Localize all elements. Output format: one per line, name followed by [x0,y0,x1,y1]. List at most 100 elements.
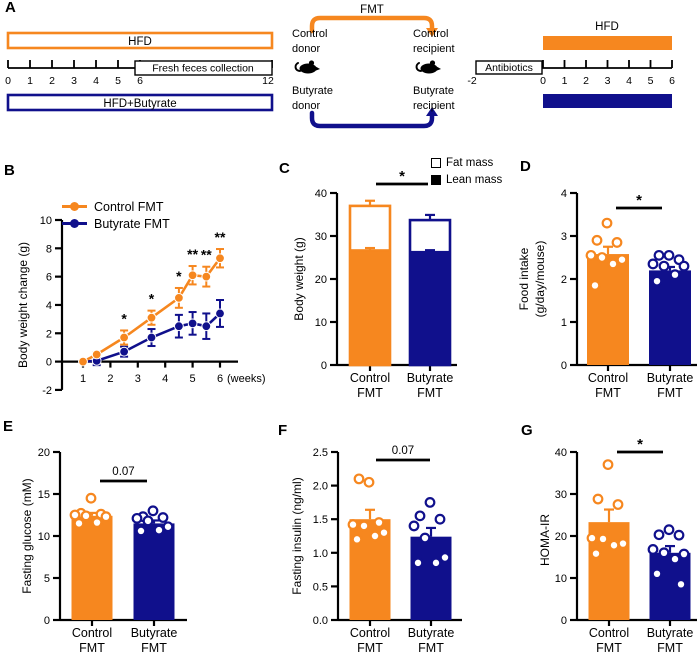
panel-label-e: E [3,418,14,435]
timeline-tick-label: 4 [93,75,99,87]
x-tick-label: 3 [135,373,141,385]
fmt-arrow-butyrate [309,110,435,129]
data-point [439,552,451,563]
data-point [651,568,663,580]
data-point [215,308,225,319]
y-tick-label: 0 [44,615,50,627]
data-point [658,547,670,559]
significance-star: * [149,291,155,307]
data-point [601,217,613,229]
mean-bar [133,523,175,620]
hfd-box [6,31,274,50]
data-point [653,249,665,261]
data-point [678,260,690,272]
data-point [608,539,620,551]
significance-star: * [121,310,127,326]
data-point [91,349,102,360]
timeline-tick-label: 5 [115,75,121,87]
panel-label-a: A [5,0,16,16]
panel-label-g: G [521,422,533,439]
filled-square-icon [431,174,441,185]
y-tick-label: 1.5 [313,514,328,526]
data-point [589,280,601,291]
data-point [146,332,157,343]
legend-item-control-fmt: Control FMT [62,198,170,215]
y-tick-label: 4 [46,300,52,312]
timeline-tick-label: 1 [27,75,33,87]
category-label: FMT [657,386,683,400]
data-point [119,332,129,343]
data-point [378,527,390,539]
timeline-tick-label: 3 [605,75,611,87]
y-tick-label: 10 [40,215,52,227]
data-point [142,515,154,527]
data-point [347,519,359,530]
data-point [174,321,184,332]
data-point [586,532,598,544]
timeline-tick-label: 1 [562,75,568,87]
timeline-tick-label: -2 [467,75,476,87]
data-point [412,557,424,569]
panel-c-legend: Fat mass Lean mass [431,154,502,188]
fmt-arrowhead-butyrate [426,107,438,116]
data-point [673,529,685,541]
lean-mass-bar [349,249,391,366]
fmt-label: FMT [360,4,384,16]
mouse-ear [308,60,315,66]
timeline-tick-label: 0 [5,75,11,87]
significance-star: ** [187,246,198,262]
x-tick-label: 4 [162,373,168,385]
data-point [585,249,597,261]
fmt-arrow-control [309,15,435,34]
data-point [157,512,169,523]
data-point [612,499,624,510]
data-point [147,505,159,517]
category-label: Control [350,626,390,640]
data-point [353,473,365,485]
data-point [131,512,143,524]
data-point [647,544,659,555]
timeline-tick-label: 6 [137,75,143,87]
data-point [651,275,663,287]
data-point [596,252,608,263]
data-point [678,548,690,560]
data-point [591,234,603,246]
fmt-arrowhead-control [426,28,438,37]
feces-collection-label: Fresh feces collection [152,63,254,75]
legend-label: Butyrate FMT [94,216,170,231]
y-tick-label: 1 [561,317,567,329]
y-tick-label: 0 [321,360,327,372]
timeline-tick-label: 2 [583,75,589,87]
data-point [424,497,436,508]
hfd-butyrate-label: HFD+Butyrate [103,98,176,110]
y-tick-label: 30 [555,489,567,501]
category-label: Butyrate [408,626,455,640]
legend-item-lean-mass: Lean mass [431,171,502,188]
x-tick-label: 5 [190,373,196,385]
y-axis-label: Body weight (g) [292,237,306,320]
y-tick-label: 10 [38,531,50,543]
data-point [408,520,420,532]
data-point [78,356,88,367]
data-point [69,509,81,521]
mean-bar [71,515,113,620]
category-label: Control [72,626,112,640]
mouse-ear [429,60,436,66]
category-label: FMT [657,641,683,655]
data-point [146,312,157,323]
y-tick-label: 0 [561,615,567,627]
x-axis-label: (weeks) [227,373,266,385]
y-tick-label: 2 [561,274,567,286]
data-point [617,538,629,549]
timeline-tick-label: 6 [669,75,675,87]
data-point [592,493,604,505]
y-tick-label: 40 [555,447,567,459]
data-point [434,513,446,525]
data-point [369,530,381,542]
x-tick-label: 2 [107,373,113,385]
panel-label-f: F [278,422,288,439]
legend-item-fat-mass: Fat mass [431,154,502,171]
butyrate-recipient-label: recipient [413,100,455,112]
